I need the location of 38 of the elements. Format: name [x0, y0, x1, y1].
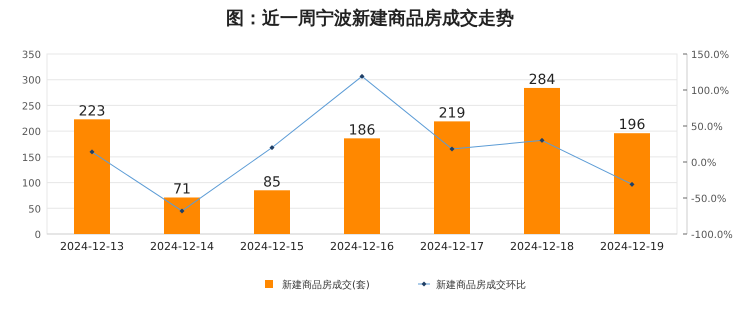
y-tick-label: 0	[34, 230, 41, 241]
data-label: 196	[618, 117, 646, 134]
x-tick-label: 2024-12-15	[240, 240, 304, 253]
bar	[164, 197, 200, 234]
bar	[614, 133, 650, 234]
bar	[434, 121, 470, 234]
y-tick-label: 150	[22, 152, 41, 164]
x-tick-label: 2024-12-18	[510, 240, 574, 253]
y2-tick-label: -50.0%	[691, 194, 726, 205]
bar	[344, 138, 380, 234]
data-label: 186	[348, 122, 376, 138]
x-tick-label: 2024-12-19	[600, 240, 664, 253]
y-tick-label: 300	[22, 76, 41, 87]
y-tick-label: 100	[22, 178, 41, 190]
chart-title: 图：近一周宁波新建商品房成交走势	[226, 8, 514, 29]
y-tick-label: 250	[22, 101, 41, 112]
bar	[524, 88, 560, 234]
y-tick-label: 350	[22, 50, 41, 61]
y2-tick-label: 50.0%	[691, 122, 723, 133]
data-label: 223	[78, 103, 106, 120]
y2-tick-label: 100.0%	[691, 86, 730, 97]
x-tick-label: 2024-12-14	[150, 240, 214, 253]
y-tick-label: 50	[28, 204, 41, 216]
x-tick-label: 2024-12-17	[420, 240, 484, 253]
y2-tick-label: 0.0%	[691, 158, 716, 169]
data-label: 71	[173, 181, 191, 198]
y-tick-label: 200	[22, 127, 41, 138]
bar	[74, 119, 110, 234]
x-tick-label: 2024-12-13	[60, 240, 124, 253]
y2-tick-label: 150.0%	[691, 50, 730, 61]
bar	[254, 190, 290, 234]
data-label: 284	[528, 72, 556, 88]
legend-label: 新建商品房成交环比	[436, 279, 526, 291]
y2-tick-label: -100.0%	[691, 230, 733, 241]
legend-label: 新建商品房成交(套)	[282, 279, 370, 291]
data-label: 219	[438, 105, 466, 122]
x-tick-label: 2024-12-16	[330, 240, 394, 253]
data-label: 85	[263, 174, 281, 190]
